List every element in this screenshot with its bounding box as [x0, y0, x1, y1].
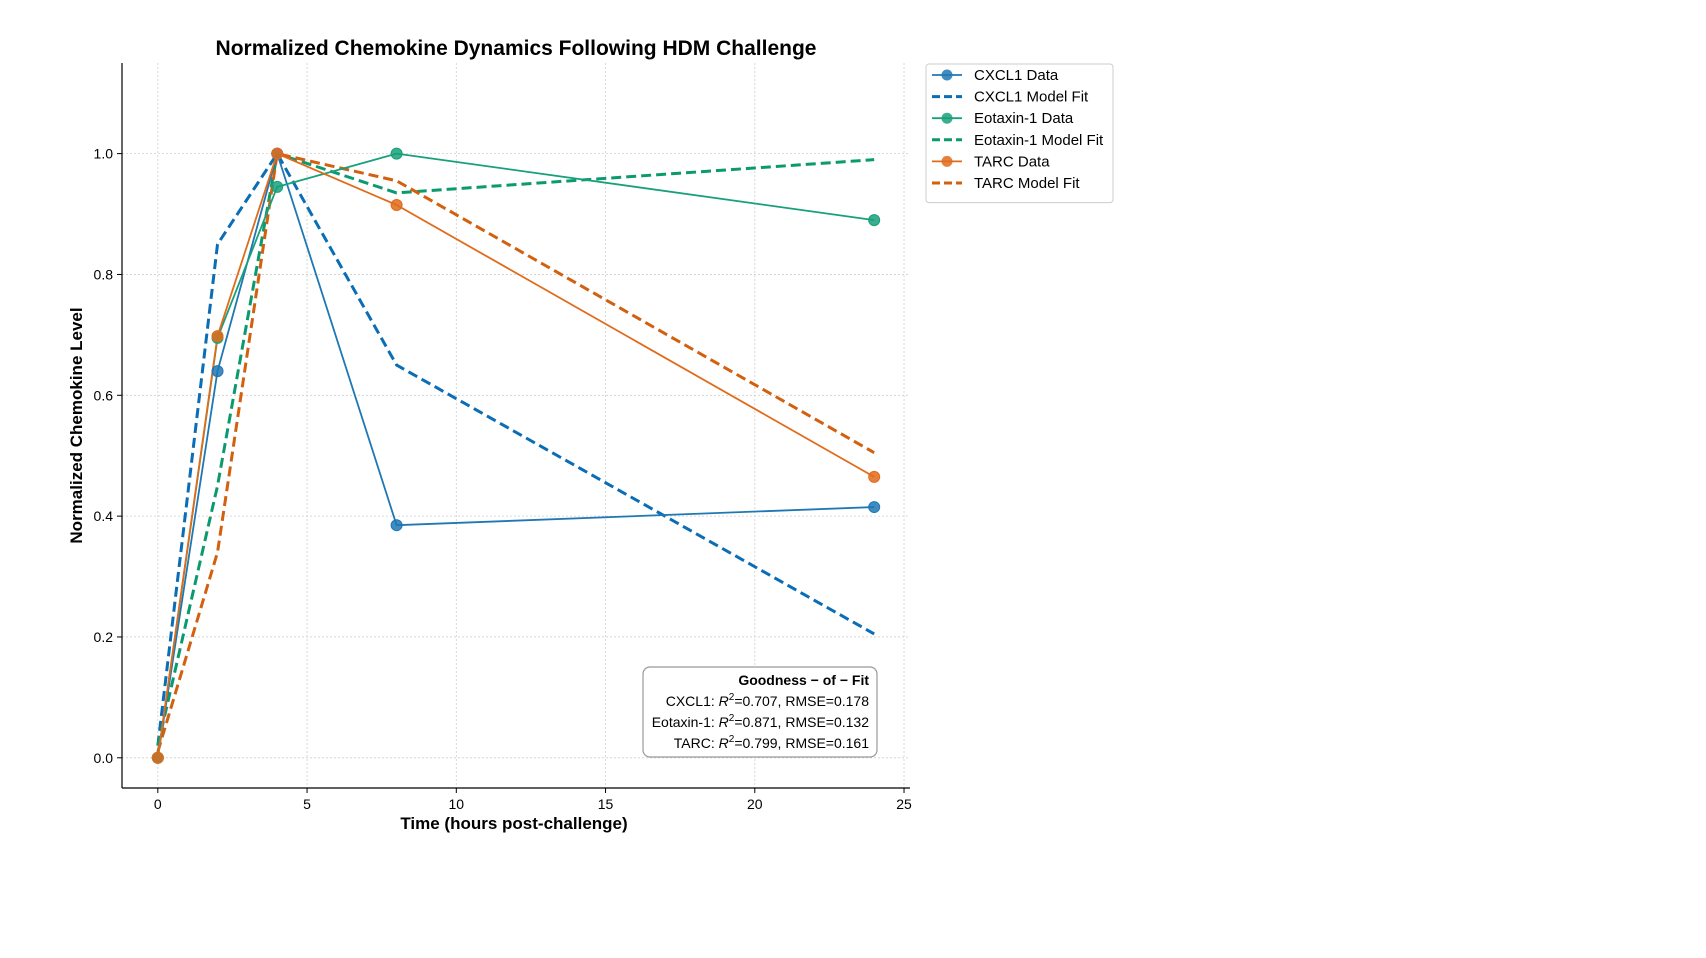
legend-label: TARC Model Fit: [974, 175, 1080, 192]
series-layer: [151, 147, 881, 764]
legend-marker: [941, 69, 953, 81]
legend-marker: [941, 155, 953, 167]
x-axis-title: Time (hours post-challenge): [400, 814, 627, 833]
data-point: [390, 147, 403, 160]
data-point: [390, 519, 403, 532]
legend-marker: [941, 112, 953, 124]
data-point: [868, 470, 881, 483]
legend-label: Eotaxin-1 Model Fit: [974, 132, 1104, 149]
legend-label: Eotaxin-1 Data: [974, 110, 1074, 127]
fit-line: [156, 152, 875, 747]
goodness-of-fit-frame: [642, 666, 878, 758]
fit-line: [156, 152, 875, 753]
x-tick-label: 10: [449, 796, 465, 812]
legend-frame: [925, 63, 1114, 204]
data-point: [271, 147, 284, 160]
data-point: [390, 198, 403, 211]
goodness-of-fit-row: TARC: R2=0.799, RMSE=0.161: [674, 734, 869, 751]
goodness-of-fit-box: Goodness − of − Fit CXCL1: R2=0.707, RMSE…: [642, 666, 878, 758]
fit-line: [156, 152, 875, 746]
y-tick-label: 0.0: [94, 750, 114, 766]
x-tick-label: 20: [747, 796, 763, 812]
data-point: [151, 751, 164, 764]
y-tick-label: 1.0: [94, 146, 114, 162]
legend-label: TARC Data: [974, 153, 1050, 170]
data-point: [271, 180, 284, 193]
data-point: [868, 214, 881, 227]
legend: CXCL1 Data CXCL1 Model Fit Eotaxin-1 Data E…: [925, 63, 1114, 204]
data-point: [211, 365, 224, 378]
x-tick-label: 15: [598, 796, 614, 812]
x-tick-label: 0: [154, 796, 162, 812]
goodness-of-fit-row: Eotaxin-1: R2=0.871, RMSE=0.132: [652, 713, 869, 730]
y-tick-label: 0.2: [94, 629, 114, 645]
legend-label: CXCL1 Model Fit: [974, 89, 1089, 106]
axes: 0 5 10 15 20 25 0.0 0.2 0.4 0.6 0.8 1.0: [94, 63, 912, 812]
x-tick-label: 5: [303, 796, 311, 812]
y-tick-label: 0.6: [94, 387, 114, 403]
chart-title: Normalized Chemokine Dynamics Following …: [216, 37, 817, 60]
y-tick-label: 0.8: [94, 266, 114, 282]
y-tick-label: 0.4: [94, 508, 114, 524]
legend-label: CXCL1 Data: [974, 67, 1059, 84]
data-point: [211, 330, 224, 343]
data-point: [868, 501, 881, 514]
goodness-of-fit-row: CXCL1: R2=0.707, RMSE=0.178: [666, 692, 869, 709]
y-axis-title: Normalized Chemokine Level: [67, 307, 86, 543]
goodness-of-fit-title: Goodness − of − Fit: [738, 672, 869, 688]
x-tick-label: 25: [896, 796, 912, 812]
